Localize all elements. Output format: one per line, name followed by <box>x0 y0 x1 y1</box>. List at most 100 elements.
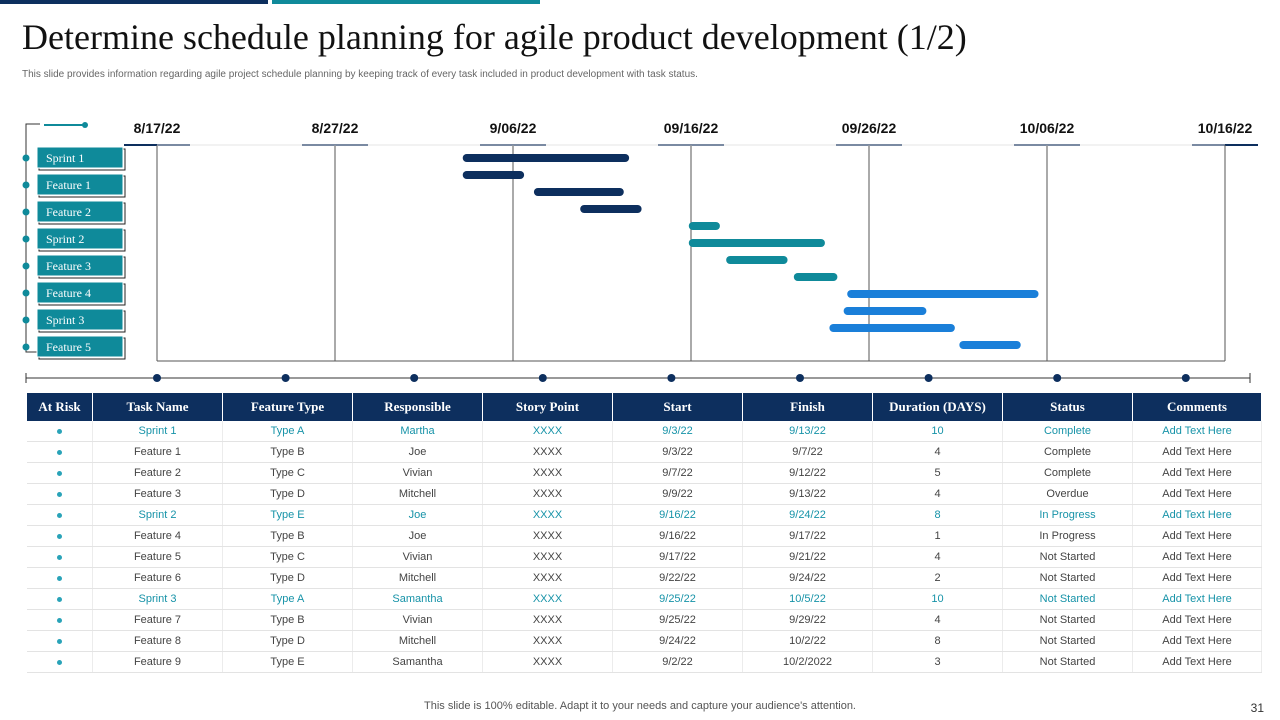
risk-dot-icon <box>57 639 62 644</box>
table-cell: Add Text Here <box>1132 588 1262 610</box>
table-cell: XXXX <box>482 630 613 652</box>
column-header: Task Name <box>92 393 223 421</box>
table-cell: Martha <box>352 421 483 442</box>
table-cell: 9/7/22 <box>612 462 743 484</box>
table-cell: Add Text Here <box>1132 546 1262 568</box>
table-cell: 3 <box>872 651 1003 673</box>
date-label: 9/06/22 <box>490 120 537 136</box>
table-cell: XXXX <box>482 441 613 463</box>
task-table: At Risk Task Name Feature Type Responsible S… <box>27 393 1262 673</box>
risk-dot-icon <box>57 450 62 455</box>
date-label: 8/17/22 <box>134 120 181 136</box>
table-cell: Add Text Here <box>1132 462 1262 484</box>
table-cell: 9/24/22 <box>742 504 873 526</box>
table-cell: 10/2/22 <box>742 630 873 652</box>
table-cell: XXXX <box>482 588 613 610</box>
table-cell: 9/22/22 <box>612 567 743 589</box>
table-cell: 9/29/22 <box>742 609 873 631</box>
table-row[interactable]: Sprint 1 Type A Martha XXXX 9/3/22 9/13/22 10 C… <box>27 421 1262 442</box>
table-header-row: At Risk Task Name Feature Type Responsible S… <box>27 393 1262 421</box>
table-cell: Complete <box>1002 441 1133 463</box>
table-cell: 1 <box>872 525 1003 547</box>
page-subtitle: This slide provides information regardin… <box>22 69 698 80</box>
table-row[interactable]: Feature 2 Type C Vivian XXXX 9/7/22 9/12/22 5 C… <box>27 462 1262 484</box>
table-cell: Type B <box>222 525 353 547</box>
table-cell: 9/16/22 <box>612 525 743 547</box>
table-cell: 9/13/22 <box>742 421 873 442</box>
table-row[interactable]: Feature 7 Type B Vivian XXXX 9/25/22 9/29/22 4… <box>27 609 1262 631</box>
table-cell: XXXX <box>482 421 613 442</box>
table-cell: Joe <box>352 504 483 526</box>
sidebar-label-box <box>36 254 124 277</box>
table-row[interactable]: Feature 9 Type E Samantha XXXX 9/2/22 10/2/20… <box>27 651 1262 673</box>
table-cell: Samantha <box>352 588 483 610</box>
table-row[interactable]: Sprint 3 Type A Samantha XXXX 9/25/22 10/5/22… <box>27 588 1262 610</box>
table-cell: Complete <box>1002 421 1133 442</box>
risk-dot-icon <box>57 429 62 434</box>
table-cell: Type D <box>222 630 353 652</box>
sidebar-bullet-icon <box>22 289 30 297</box>
table-cell: Feature 3 <box>92 483 223 505</box>
table-cell: Joe <box>352 525 483 547</box>
table-cell: XXXX <box>482 567 613 589</box>
table-cell: 9/17/22 <box>612 546 743 568</box>
table-cell: Samantha <box>352 651 483 673</box>
table-cell: Type D <box>222 483 353 505</box>
column-header: Start <box>612 393 743 421</box>
risk-dot-icon <box>57 471 62 476</box>
column-header: At Risk <box>27 393 93 421</box>
at-risk-cell <box>27 504 93 526</box>
table-cell: Type E <box>222 651 353 673</box>
table-cell: Add Text Here <box>1132 651 1262 673</box>
sidebar-label-box <box>36 200 124 223</box>
table-cell: 9/21/22 <box>742 546 873 568</box>
table-cell: Add Text Here <box>1132 421 1262 442</box>
table-cell: Not Started <box>1002 588 1133 610</box>
date-label: 8/27/22 <box>312 120 359 136</box>
table-cell: Not Started <box>1002 651 1133 673</box>
table-cell: 2 <box>872 567 1003 589</box>
risk-dot-icon <box>57 618 62 623</box>
date-label: 10/16/22 <box>1198 120 1253 136</box>
table-cell: Add Text Here <box>1132 525 1262 547</box>
timeline-dot <box>1053 374 1062 382</box>
risk-dot-icon <box>57 492 62 497</box>
timeline-dot <box>1181 374 1190 382</box>
table-cell: Feature 4 <box>92 525 223 547</box>
table-cell: Type B <box>222 609 353 631</box>
at-risk-cell <box>27 525 93 547</box>
at-risk-cell <box>27 462 93 484</box>
table-cell: Mitchell <box>352 567 483 589</box>
sidebar-label-box <box>36 308 124 331</box>
table-cell: Vivian <box>352 462 483 484</box>
at-risk-cell <box>27 567 93 589</box>
table-cell: Not Started <box>1002 546 1133 568</box>
table-cell: 10/5/22 <box>742 588 873 610</box>
table-cell: 9/9/22 <box>612 483 743 505</box>
timeline-dot <box>281 374 290 382</box>
table-cell: Type E <box>222 504 353 526</box>
table-cell: 8 <box>872 504 1003 526</box>
table-row[interactable]: Feature 8 Type D Mitchell XXXX 9/24/22 10/2/2… <box>27 630 1262 652</box>
table-cell: 9/3/22 <box>612 441 743 463</box>
table-cell: Overdue <box>1002 483 1133 505</box>
table-cell: Type A <box>222 588 353 610</box>
table-cell: Feature 5 <box>92 546 223 568</box>
table-cell: Feature 9 <box>92 651 223 673</box>
table-row[interactable]: Feature 3 Type D Mitchell XXXX 9/9/22 9/13/22… <box>27 483 1262 505</box>
column-header: Feature Type <box>222 393 353 421</box>
table-row[interactable]: Feature 4 Type B Joe XXXX 9/16/22 9/17/22 1 In … <box>27 525 1262 547</box>
risk-dot-icon <box>57 660 62 665</box>
table-cell: 10 <box>872 421 1003 442</box>
table-row[interactable]: Feature 5 Type C Vivian XXXX 9/17/22 9/21/22 4… <box>27 546 1262 568</box>
sidebar-label-box <box>36 281 124 304</box>
timeline-dot <box>796 374 804 382</box>
table-row[interactable]: Sprint 2 Type E Joe XXXX 9/16/22 9/24/22 8 In P… <box>27 504 1262 526</box>
table-cell: Sprint 1 <box>92 421 223 442</box>
table-row[interactable]: Feature 6 Type D Mitchell XXXX 9/22/22 9/24/2… <box>27 567 1262 589</box>
table-cell: 9/3/22 <box>612 421 743 442</box>
table-row[interactable]: Feature 1 Type B Joe XXXX 9/3/22 9/7/22 4 Compl… <box>27 441 1262 463</box>
sidebar-bullet-icon <box>22 343 30 351</box>
sidebar-bullet-icon <box>22 154 30 162</box>
table-cell: Feature 1 <box>92 441 223 463</box>
